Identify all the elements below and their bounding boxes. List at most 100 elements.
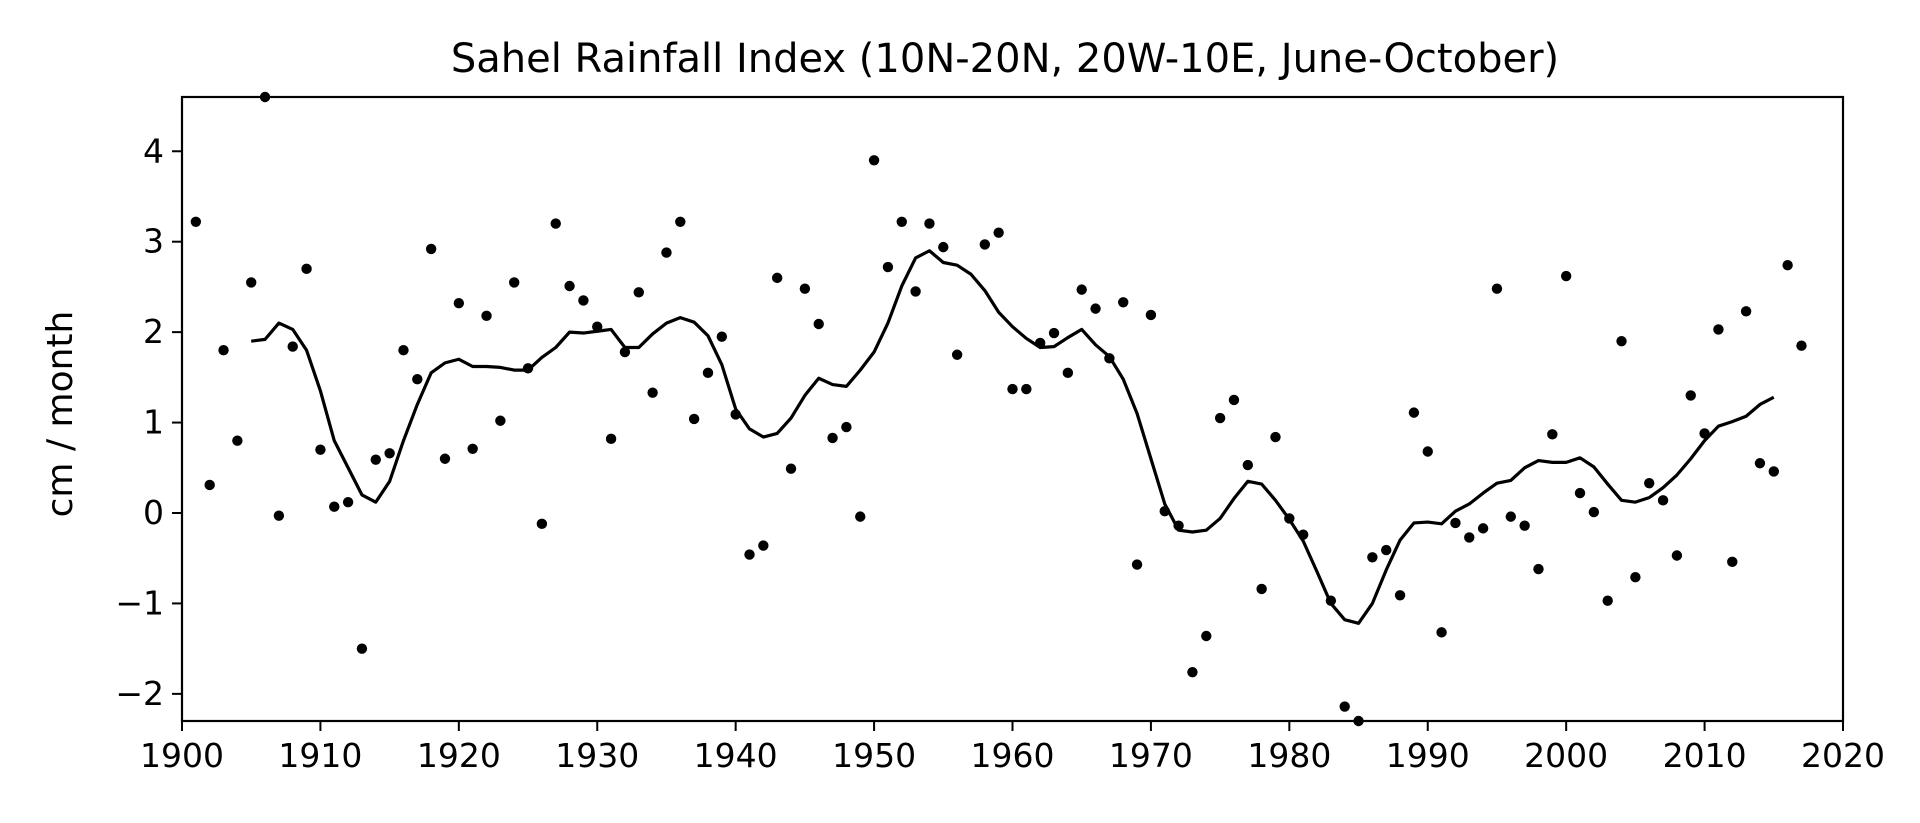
data-point bbox=[813, 318, 824, 330]
data-point bbox=[232, 435, 243, 446]
data-point bbox=[1533, 563, 1544, 575]
data-point bbox=[605, 433, 617, 445]
data-point bbox=[619, 346, 631, 358]
data-point bbox=[1159, 505, 1170, 517]
data-point bbox=[301, 263, 312, 275]
x-tick-label: 2000 bbox=[1524, 736, 1608, 775]
y-tick-label: 2 bbox=[143, 312, 164, 351]
data-point bbox=[1104, 353, 1115, 364]
data-point bbox=[246, 277, 257, 288]
data-point bbox=[799, 283, 811, 294]
x-tick-label: 2010 bbox=[1663, 736, 1747, 775]
data-point bbox=[1505, 511, 1517, 522]
data-point bbox=[1450, 517, 1461, 529]
data-point bbox=[661, 247, 672, 258]
data-point bbox=[841, 421, 852, 433]
x-tick-label: 1950 bbox=[832, 736, 916, 775]
data-point bbox=[1644, 477, 1655, 489]
data-point bbox=[425, 243, 437, 255]
x-tick-label: 1910 bbox=[278, 736, 362, 775]
data-point bbox=[412, 373, 423, 385]
data-point bbox=[204, 479, 215, 491]
data-point bbox=[675, 216, 686, 227]
data-point bbox=[910, 286, 921, 297]
data-point bbox=[1408, 407, 1420, 418]
data-point bbox=[522, 363, 534, 374]
data-point bbox=[1464, 532, 1475, 543]
data-point bbox=[1242, 459, 1254, 471]
data-point bbox=[190, 216, 202, 227]
data-point bbox=[896, 216, 907, 227]
y-tick-label: 1 bbox=[143, 403, 164, 442]
data-point bbox=[882, 261, 894, 273]
data-point bbox=[1602, 595, 1613, 606]
data-point bbox=[1187, 666, 1198, 678]
data-point bbox=[1574, 487, 1586, 499]
data-point bbox=[439, 453, 451, 464]
x-axis: 1900 1910 1920 1930 1940 1950 1960 1970 1980 1990… bbox=[140, 721, 1885, 775]
x-tick-label: 1970 bbox=[1109, 736, 1193, 775]
data-point bbox=[1297, 529, 1309, 540]
data-point bbox=[1256, 583, 1267, 595]
x-tick-label: 1920 bbox=[417, 736, 501, 775]
data-point bbox=[592, 321, 603, 332]
data-point bbox=[1131, 559, 1143, 570]
data-point bbox=[1685, 390, 1696, 401]
data-point bbox=[744, 549, 755, 560]
data-point bbox=[1034, 337, 1046, 349]
data-point bbox=[1339, 701, 1350, 712]
data-point bbox=[1214, 412, 1226, 424]
data-point bbox=[1090, 303, 1101, 314]
x-tick-label: 1990 bbox=[1386, 736, 1470, 775]
data-point bbox=[702, 367, 714, 379]
data-point bbox=[384, 448, 395, 459]
data-point bbox=[550, 218, 561, 229]
data-point bbox=[1491, 283, 1503, 294]
data-point bbox=[1713, 324, 1724, 335]
y-axis-label: cm / month bbox=[40, 311, 81, 518]
data-point bbox=[1477, 523, 1489, 534]
data-point bbox=[1228, 394, 1240, 406]
data-point bbox=[938, 241, 949, 253]
data-point bbox=[536, 518, 548, 530]
data-point bbox=[1145, 309, 1157, 321]
data-point bbox=[1657, 495, 1669, 506]
data-point bbox=[993, 227, 1004, 238]
plot-area bbox=[190, 91, 1807, 727]
chart-title: Sahel Rainfall Index (10N-20N, 20W-10E, … bbox=[451, 36, 1559, 82]
x-tick-label: 1940 bbox=[694, 736, 778, 775]
data-point bbox=[1547, 429, 1558, 440]
data-point bbox=[578, 295, 589, 306]
data-point bbox=[1173, 520, 1184, 531]
data-point bbox=[951, 349, 963, 360]
data-point bbox=[716, 331, 728, 342]
data-point bbox=[1270, 431, 1281, 443]
data-point bbox=[758, 540, 769, 551]
data-point bbox=[481, 310, 492, 322]
data-point bbox=[329, 501, 340, 512]
data-point bbox=[315, 444, 326, 455]
data-point bbox=[1394, 590, 1406, 601]
data-point bbox=[827, 432, 838, 444]
data-point bbox=[979, 239, 991, 250]
data-point bbox=[453, 297, 465, 309]
x-tick-label: 1900 bbox=[140, 736, 224, 775]
data-point bbox=[633, 287, 644, 298]
data-point bbox=[1325, 595, 1337, 606]
data-point bbox=[1076, 284, 1087, 295]
data-point bbox=[1588, 506, 1600, 518]
data-point bbox=[647, 387, 658, 398]
data-point bbox=[1768, 466, 1779, 477]
data-point bbox=[771, 272, 783, 284]
y-tick-label: −1 bbox=[115, 583, 164, 622]
data-point bbox=[1062, 367, 1074, 379]
smoothed-series-line bbox=[251, 249, 1775, 625]
data-point bbox=[1560, 270, 1572, 282]
data-point bbox=[924, 218, 935, 229]
data-point bbox=[273, 510, 285, 521]
data-point bbox=[1782, 260, 1793, 271]
data-point bbox=[1021, 383, 1032, 395]
data-point bbox=[1519, 520, 1530, 531]
data-point bbox=[1671, 550, 1683, 561]
